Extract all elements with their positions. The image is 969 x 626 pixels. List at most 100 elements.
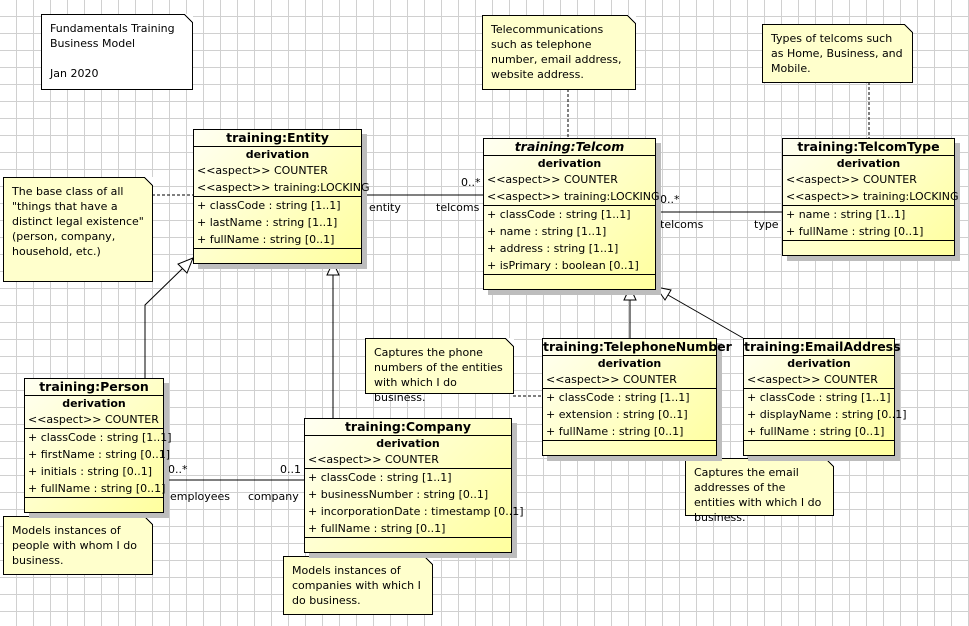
aspect: <<aspect>> COUNTER [28, 413, 159, 426]
generalization-email-telcom [667, 294, 744, 339]
derivation-label: derivation [597, 357, 662, 370]
attribute: + isPrimary : boolean [0..1] [487, 259, 639, 272]
attribute: + fullName : string [0..1] [308, 522, 446, 535]
stereotype-section: derivation <<aspect>> COUNTER [305, 436, 511, 469]
class-name: training:Entity [194, 130, 361, 147]
attribute-section: + classCode : string [1..1] + extension :… [543, 389, 716, 441]
class-telephone-number[interactable]: training:TelephoneNumber derivation <<aspe… [542, 338, 732, 456]
generalization-arrow [654, 286, 672, 301]
class-name: training:EmailAddress [744, 339, 901, 356]
attribute: + name : string [1..1] [786, 208, 906, 221]
aspect: <<aspect>> COUNTER [747, 373, 878, 386]
derivation-label: derivation [376, 437, 440, 450]
class-telcomtype[interactable]: training:TelcomType derivation <<aspect>> … [782, 138, 959, 256]
stereotype-section: derivation <<aspect>> COUNTER <<aspect>> t… [194, 147, 370, 197]
attribute-section: + classCode : string [1..1] + name : stri… [484, 206, 655, 275]
attribute: + fullName : string [0..1] [786, 225, 924, 238]
aspect: <<aspect>> training:LOCKING [786, 190, 959, 203]
class-name: training:TelephoneNumber [543, 339, 732, 356]
class-name: training:Person [25, 379, 163, 396]
role-label: telcoms [660, 218, 704, 231]
attribute: + classCode : string [1..1] [197, 199, 341, 212]
company-note: Models instances of companies with which… [283, 556, 433, 615]
attribute: + classCode : string [1..1] [747, 391, 891, 404]
operation-section [25, 498, 163, 512]
derivation-label: derivation [836, 157, 901, 170]
attribute: + fullName : string [0..1] [546, 425, 684, 438]
operation-section [543, 441, 716, 455]
operation-section [194, 249, 361, 263]
stereotype-section: derivation <<aspect>> COUNTER [543, 356, 716, 389]
generalization-arrow [623, 285, 637, 301]
attribute: + address : string [1..1] [487, 242, 619, 255]
class-telcom[interactable]: training:Telcom derivation <<aspect>> COUN… [483, 138, 660, 290]
aspect: <<aspect>> COUNTER [197, 164, 328, 177]
class-person[interactable]: training:Person derivation <<aspect>> COUN… [24, 378, 172, 513]
derivation-label: derivation [787, 357, 851, 370]
derivation-label: derivation [537, 157, 602, 170]
attribute-section: + name : string [1..1] + fullName : strin… [783, 206, 954, 241]
stereotype-section: derivation <<aspect>> COUNTER <<aspect>> t… [484, 156, 660, 206]
model-title-note: Fundamentals Training Business Model Jan… [41, 14, 193, 90]
attribute: + classCode : string [1..1] [28, 431, 172, 444]
multiplicity: 0..* [461, 176, 481, 189]
attribute: + classCode : string [1..1] [308, 471, 452, 484]
multiplicity: 0..* [168, 463, 188, 476]
class-name: training:TelcomType [783, 139, 954, 156]
derivation-label: derivation [245, 148, 310, 161]
aspect: <<aspect>> COUNTER [546, 373, 677, 386]
attribute: + initials : string [0..1] [28, 465, 153, 478]
generalization-arrow [177, 257, 194, 274]
attribute-section: + classCode : string [1..1] + displayName… [744, 389, 907, 441]
multiplicity: 0..* [660, 193, 680, 206]
aspect: <<aspect>> COUNTER [786, 173, 917, 186]
attribute: + incorporationDate : timestamp [0..1] [308, 505, 524, 518]
role-label: telcoms [436, 201, 480, 214]
class-name: training:Company [305, 419, 511, 436]
operation-section [484, 275, 655, 289]
note-spacer [50, 51, 184, 66]
attribute-section: + classCode : string [1..1] + businessNum… [305, 469, 524, 538]
role-label: employees [170, 490, 231, 503]
multiplicity: 0..1 [280, 463, 301, 476]
role-label: company [248, 490, 299, 503]
entity-note: The base class of all "things that have … [3, 177, 153, 282]
attribute: + extension : string [0..1] [546, 408, 688, 421]
aspect: <<aspect>> training:LOCKING [487, 190, 660, 203]
role-label: type [754, 218, 779, 231]
person-note: Models instances of people with whom I d… [3, 516, 153, 575]
generalization-person-entity [144, 267, 184, 378]
stereotype-section: derivation <<aspect>> COUNTER <<aspect>> t… [783, 156, 959, 206]
aspect: <<aspect>> training:LOCKING [197, 181, 370, 194]
attribute: + classCode : string [1..1] [546, 391, 690, 404]
note-line: Business Model [50, 37, 136, 50]
email-note: Captures the email addresses of the enti… [685, 458, 834, 524]
attribute: + lastName : string [1..1] [197, 216, 338, 229]
operation-section [744, 441, 894, 455]
attribute: + fullName : string [0..1] [28, 482, 166, 495]
role-label: entity [369, 201, 401, 214]
class-entity[interactable]: training:Entity derivation <<aspect>> COUN… [193, 129, 370, 264]
stereotype-section: derivation <<aspect>> COUNTER [744, 356, 894, 389]
operation-section [783, 241, 954, 255]
attribute: + classCode : string [1..1] [487, 208, 631, 221]
class-name: training:Telcom [484, 139, 655, 156]
note-line: Fundamentals Training [50, 22, 175, 35]
attribute: + fullName : string [0..1] [197, 233, 335, 246]
class-company[interactable]: training:Company derivation <<aspect>> COU… [304, 418, 524, 553]
class-email-address[interactable]: training:EmailAddress derivation <<aspect>… [743, 338, 907, 456]
generalization-arrow [326, 260, 340, 276]
aspect: <<aspect>> COUNTER [487, 173, 618, 186]
attribute-section: + classCode : string [1..1] + firstName :… [25, 429, 172, 498]
phone-note: Captures the phone numbers of the entiti… [365, 338, 514, 404]
attribute-section: + classCode : string [1..1] + lastName : … [194, 197, 361, 249]
derivation-label: derivation [62, 397, 126, 410]
attribute: + displayName : string [0..1] [747, 408, 907, 421]
operation-section [305, 538, 511, 552]
telcomtype-note: Types of telcoms such as Home, Business,… [762, 24, 913, 83]
note-line: Jan 2020 [50, 67, 99, 80]
stereotype-section: derivation <<aspect>> COUNTER [25, 396, 163, 429]
telecom-note: Telecommunications such as telephone num… [482, 15, 636, 90]
attribute: + businessNumber : string [0..1] [308, 488, 489, 501]
